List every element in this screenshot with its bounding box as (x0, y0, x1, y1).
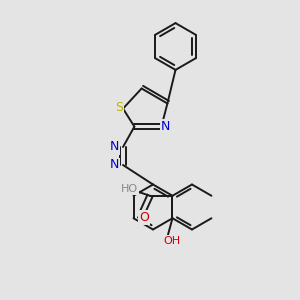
Text: OH: OH (163, 236, 180, 246)
Text: O: O (139, 211, 149, 224)
Text: N: N (110, 158, 119, 172)
Text: N: N (110, 140, 119, 154)
Text: N: N (161, 120, 171, 133)
Text: HO: HO (121, 184, 138, 194)
Text: S: S (116, 100, 123, 114)
